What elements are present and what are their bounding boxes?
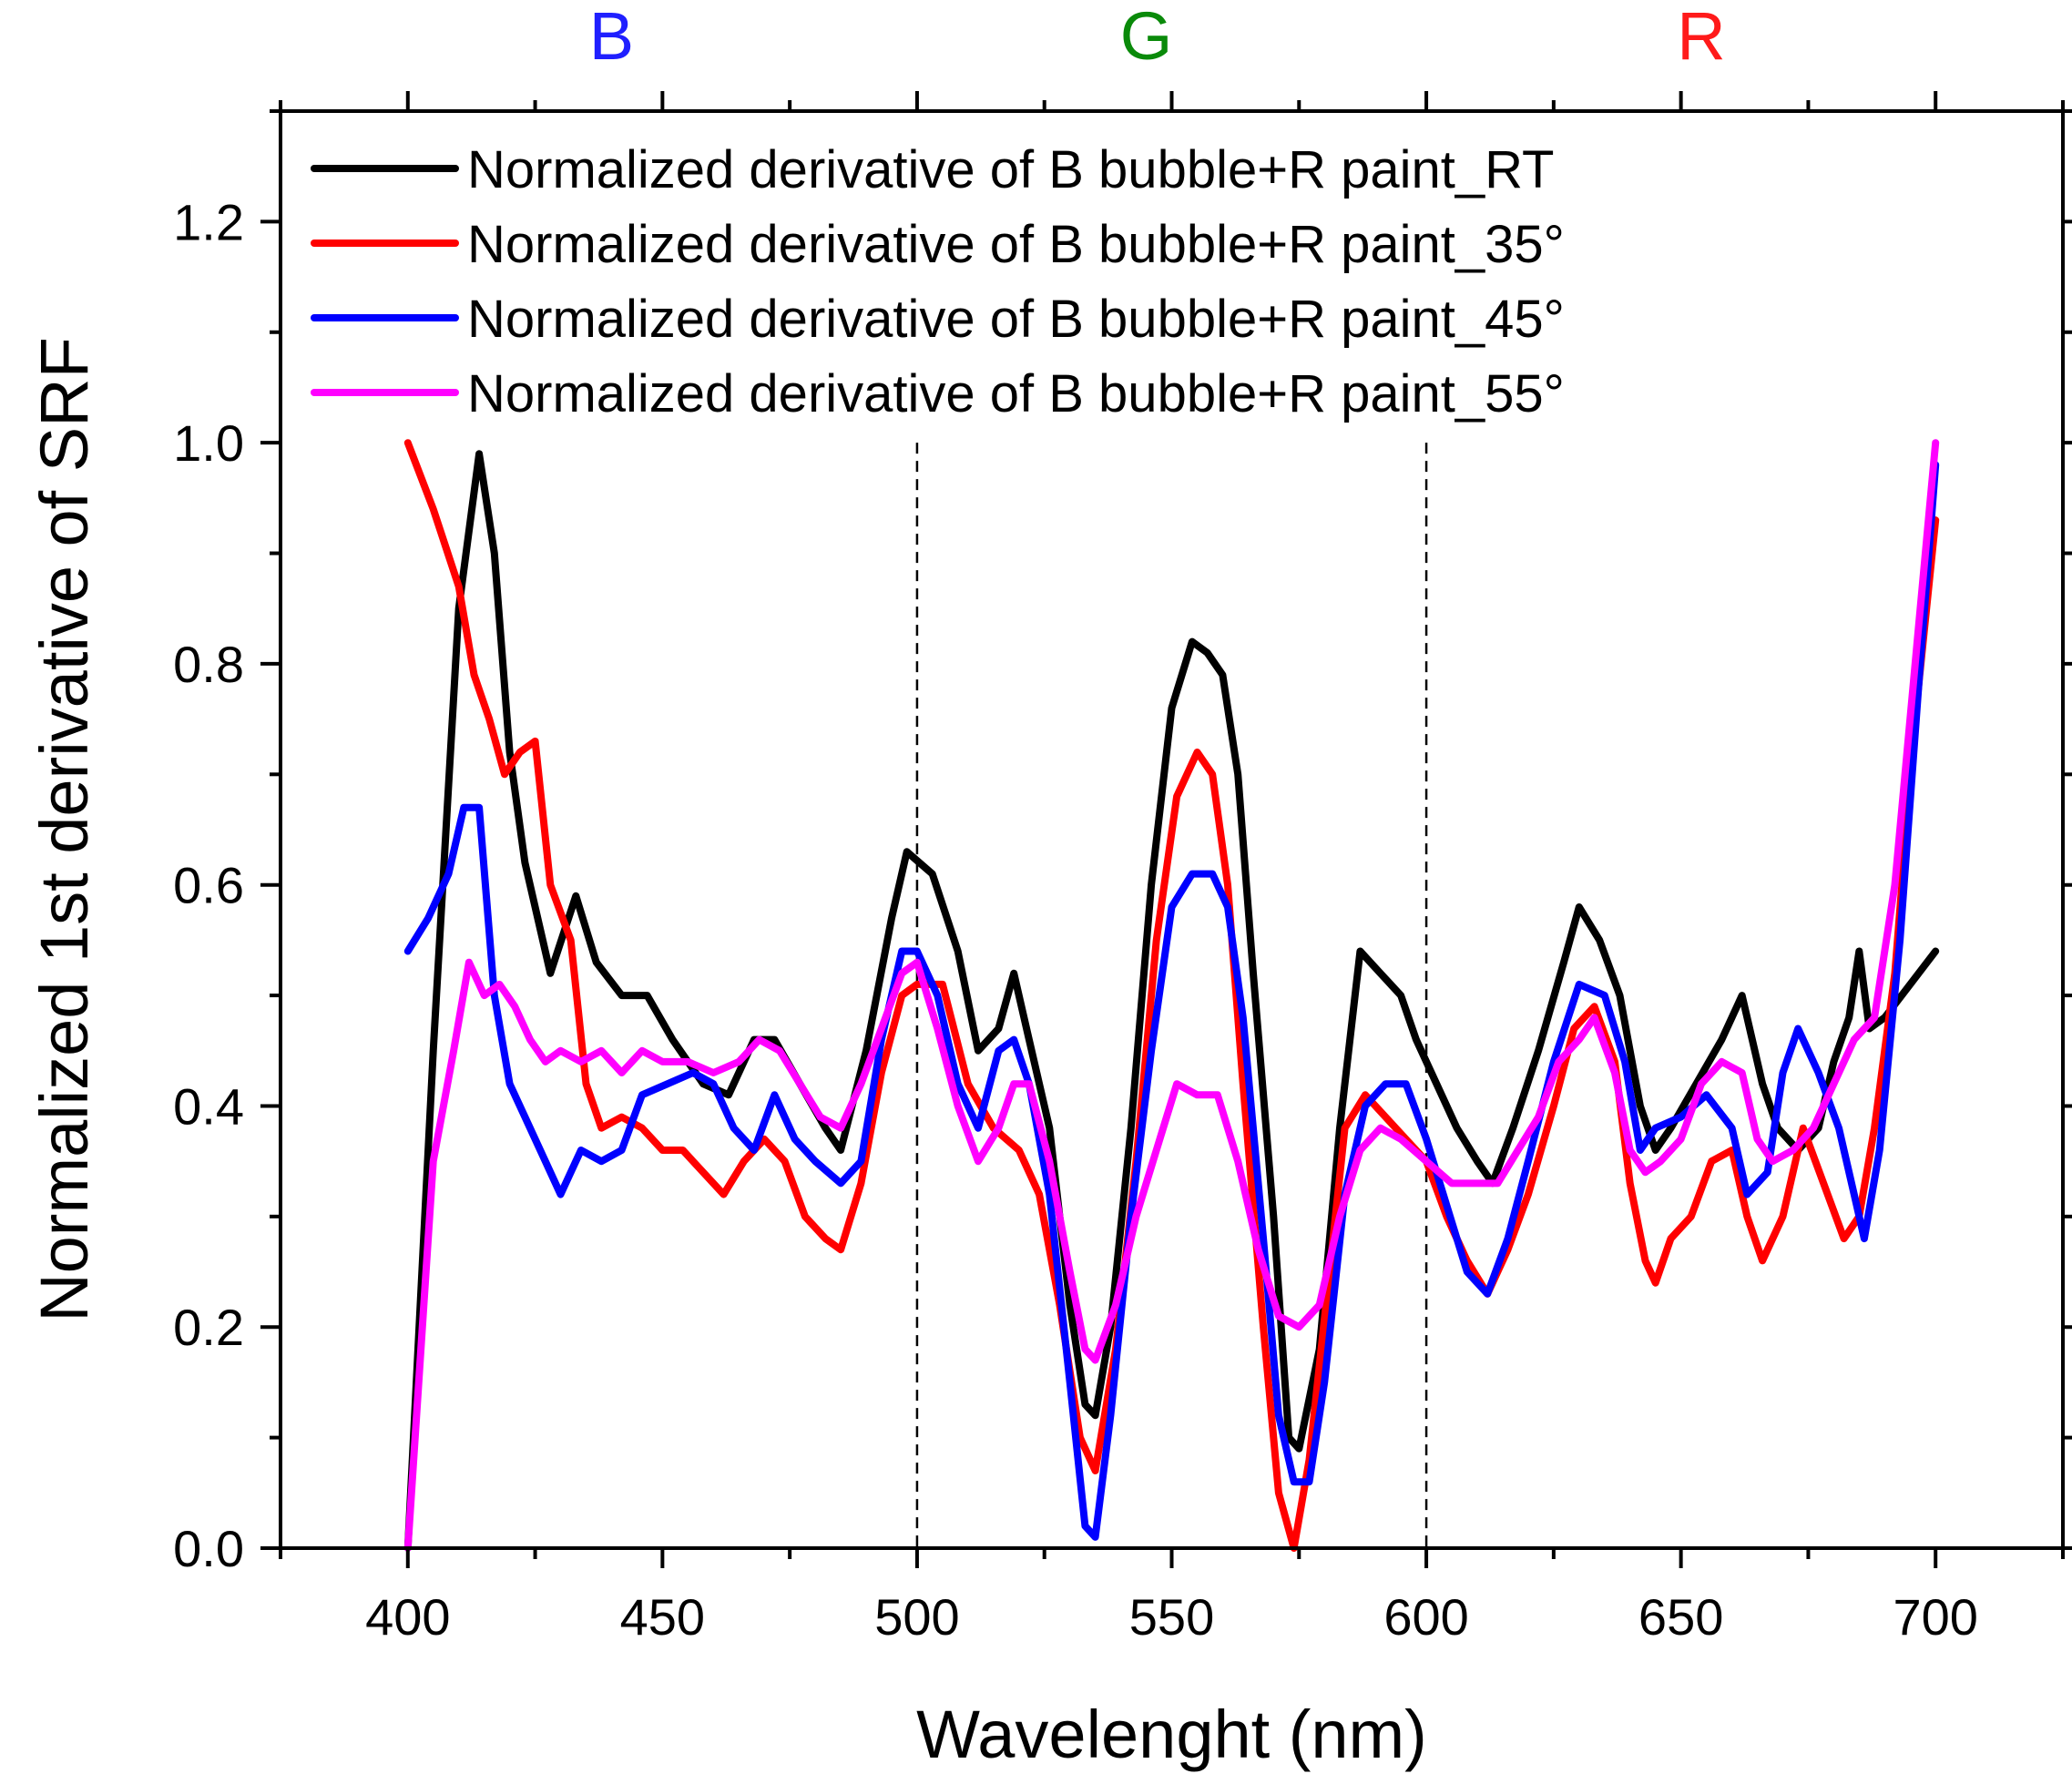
legend-label-1: Normalized derivative of B bubble+R pain…	[467, 140, 1554, 199]
x-tick-label: 400	[365, 1588, 450, 1646]
region-label-g: G	[1120, 0, 1173, 74]
x-tick-label: 600	[1383, 1588, 1468, 1646]
y-tick-label: 1.0	[173, 414, 244, 472]
y-tick-label: 0.0	[173, 1520, 244, 1577]
legend-label-4: Normalized derivative of B bubble+R pain…	[467, 364, 1565, 423]
x-tick-label: 650	[1638, 1588, 1723, 1646]
y-axis-label: Normalized 1st derivative of SRF	[26, 337, 102, 1322]
x-tick-label: 700	[1893, 1588, 1977, 1646]
legend-label-3: Normalized derivative of B bubble+R pain…	[467, 290, 1565, 349]
axis-ticks: 400 450 500 550 600 650 700 0.0 0.2 0.4 0.6 0.8 1.0 1…	[173, 91, 2072, 1646]
legend-label-2: Normalized derivative of B bubble+R pain…	[467, 215, 1565, 274]
region-label-r: R	[1677, 0, 1725, 74]
x-axis-label: Wavelenght (nm)	[916, 1697, 1427, 1772]
x-tick-label: 500	[874, 1588, 959, 1646]
series-lines	[403, 439, 1940, 1552]
y-tick-label: 0.8	[173, 636, 244, 693]
series-line-2	[403, 439, 1940, 1552]
x-tick-label: 450	[620, 1588, 705, 1646]
y-tick-label: 0.4	[173, 1077, 244, 1135]
reference-lines	[915, 443, 1428, 1548]
y-tick-label: 1.2	[173, 193, 244, 250]
y-tick-label: 0.2	[173, 1299, 244, 1356]
legend: Normalized derivative of B bubble+R pain…	[311, 140, 1565, 423]
y-tick-label: 0.6	[173, 857, 244, 914]
region-label-b: B	[589, 0, 634, 74]
series-line-4	[403, 439, 1940, 1552]
x-tick-label: 550	[1129, 1588, 1214, 1646]
